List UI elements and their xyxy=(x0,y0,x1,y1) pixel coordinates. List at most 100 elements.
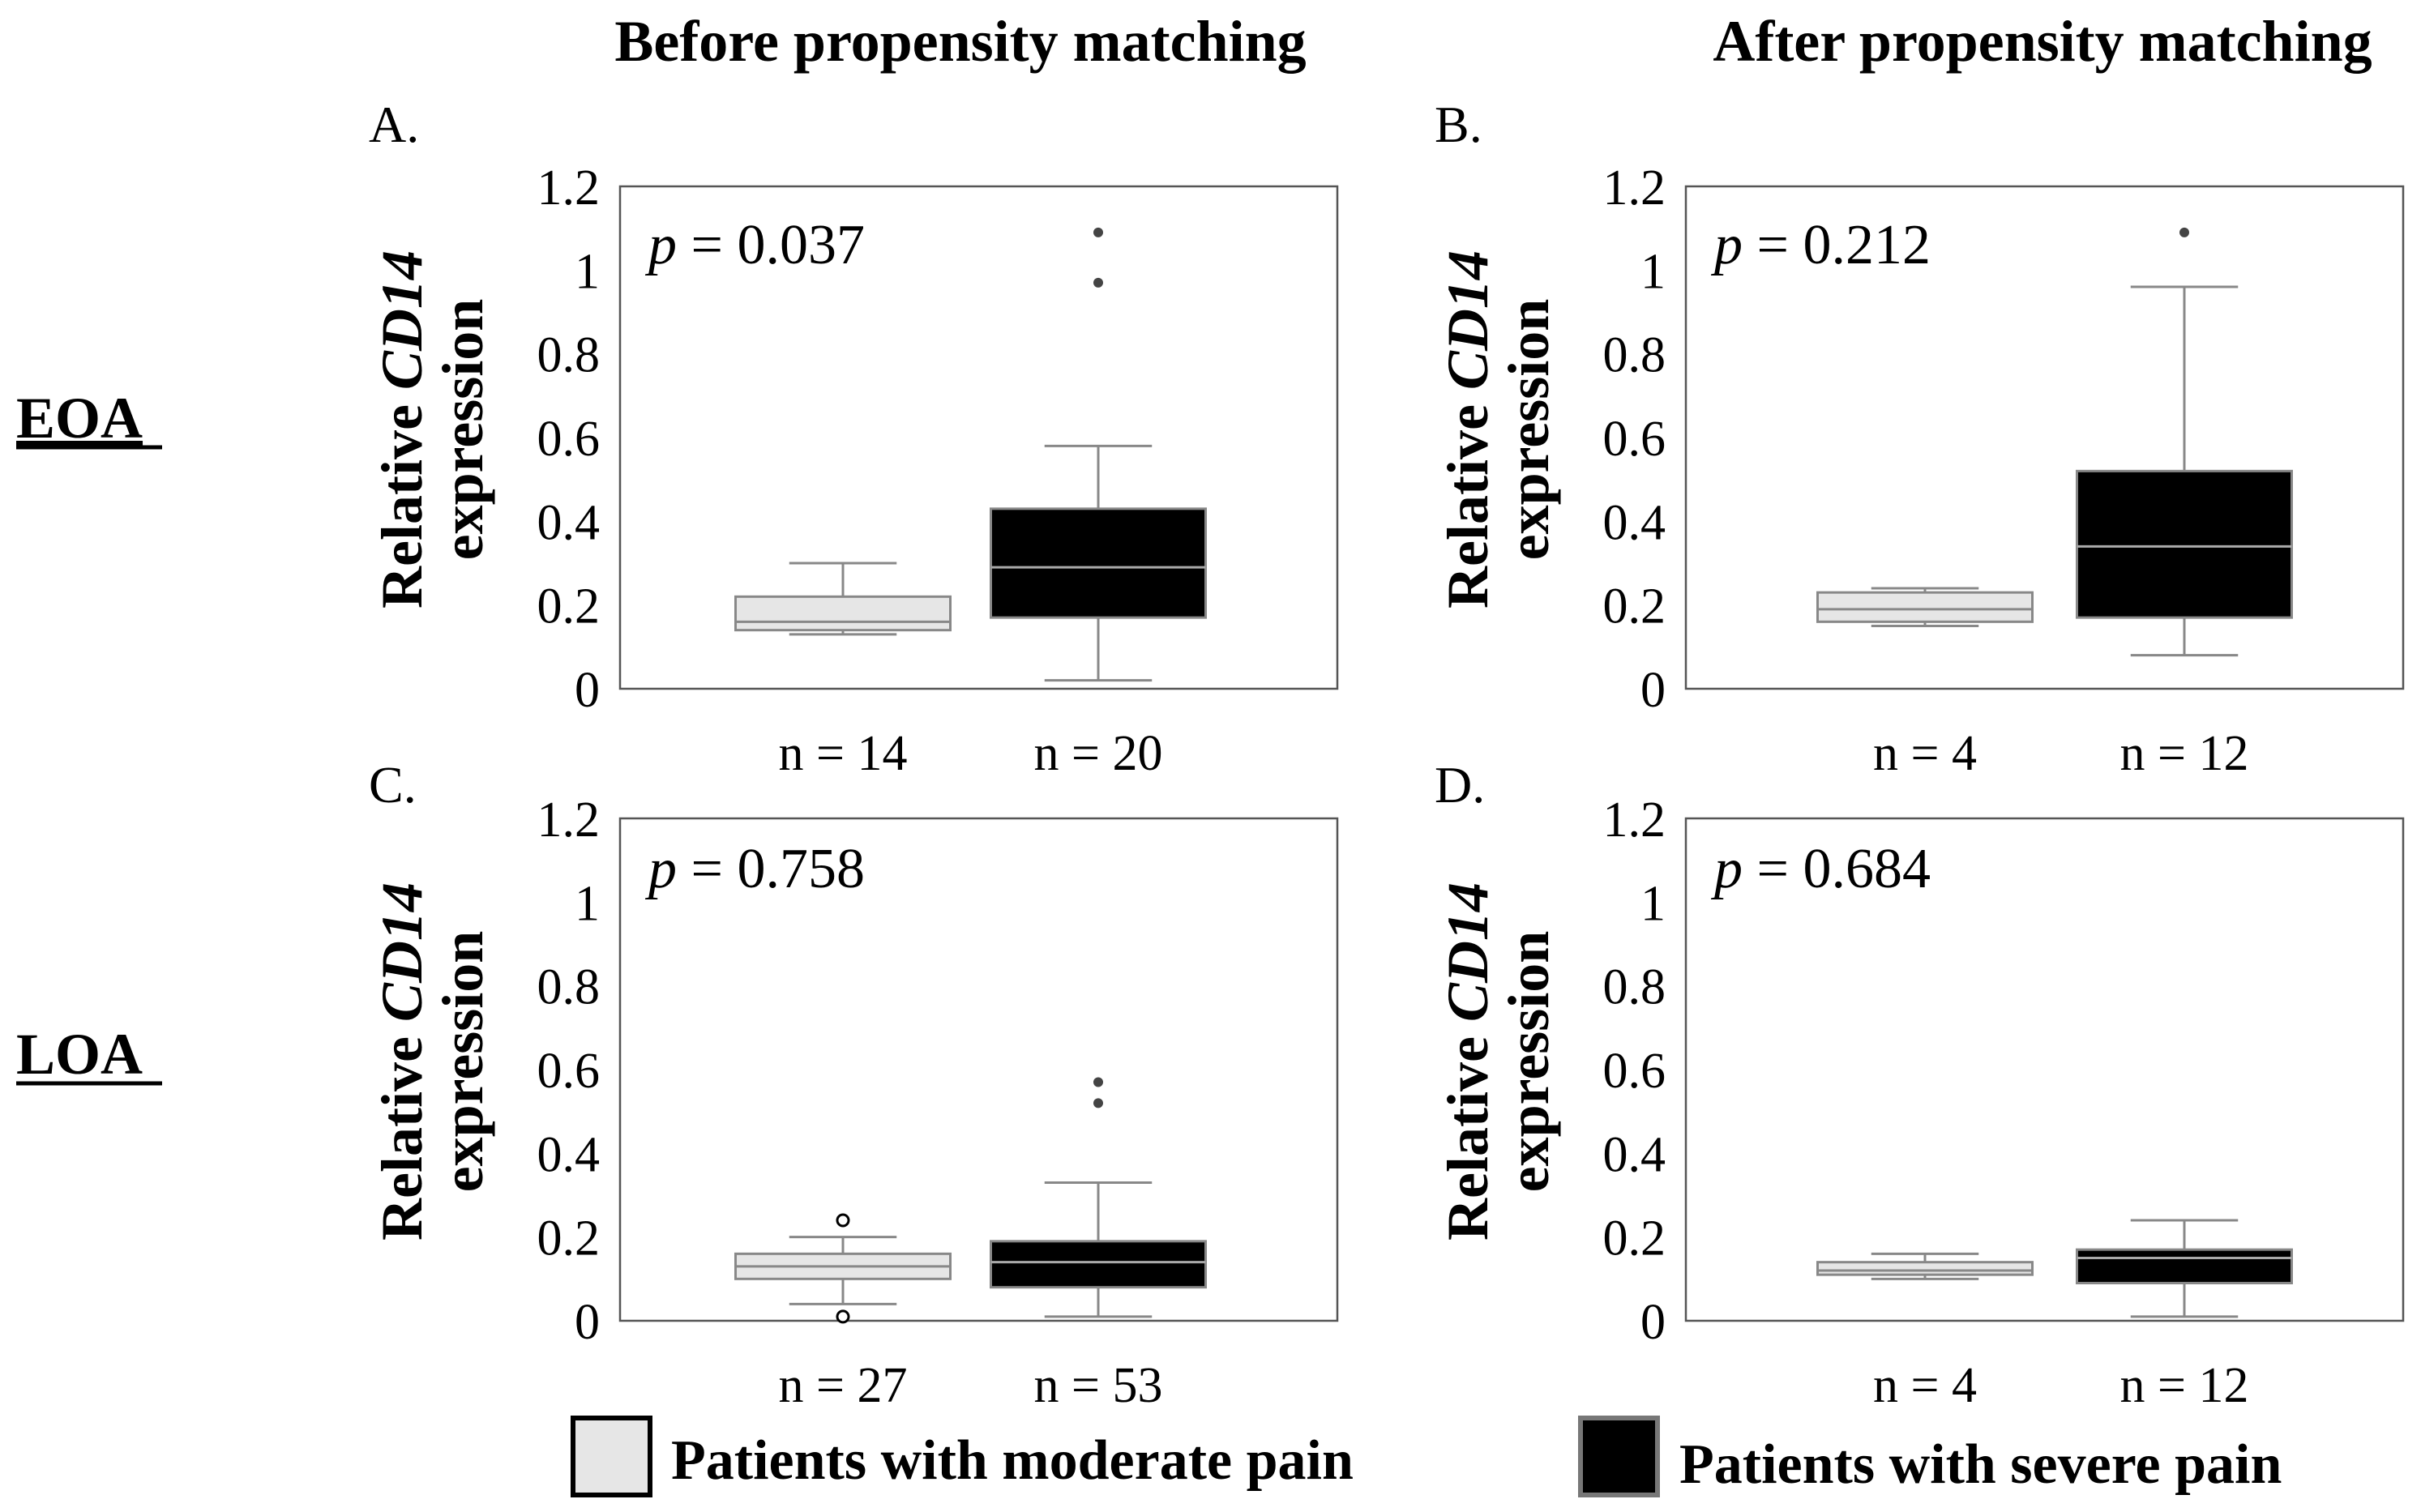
row-label-eoa: EOA xyxy=(16,386,143,451)
box-iqr xyxy=(990,1240,1207,1289)
n-label: n = 27 xyxy=(779,1358,908,1413)
panel-d: D. 0 0.2 0.4 0.6 0.8 1 1.2 Relative CD14expressi… xyxy=(1435,756,2405,1413)
y-axis-label-prefix: Relative xyxy=(1435,1022,1500,1241)
y-tick-label: 0.4 xyxy=(537,1127,601,1182)
legend-label-moderate: Patients with moderate pain xyxy=(671,1429,1354,1492)
panel-c: C. 0 0.2 0.4 0.6 0.8 1 1.2 Relative CD14expressi… xyxy=(369,756,1339,1413)
y-tick-label: 1.2 xyxy=(1603,160,1666,216)
row-label-loa: LOA xyxy=(16,1022,143,1087)
legend-swatch-severe xyxy=(1578,1416,1660,1497)
box-moderate: n = 27 xyxy=(734,1213,952,1413)
y-tick-label: 0 xyxy=(575,663,600,718)
y-tick-label: 1 xyxy=(1640,876,1666,931)
box-iqr xyxy=(1816,591,2034,623)
plot-frame xyxy=(1684,185,2405,690)
y-tick-label: 0.2 xyxy=(1603,1211,1666,1266)
y-axis-label-line2: expression xyxy=(1496,299,1561,561)
panel-label: A. xyxy=(369,96,419,153)
plot-frame xyxy=(1684,817,2405,1322)
column-header-before: Before propensity matching xyxy=(614,9,1306,74)
y-axis-label-gene: CD14 xyxy=(370,882,434,1022)
outlier-point-open xyxy=(836,1309,850,1324)
y-tick-label: 0.8 xyxy=(537,960,601,1015)
y-tick-label: 0.2 xyxy=(1603,579,1666,634)
outlier-point-open xyxy=(836,1213,850,1228)
n-label: n = 12 xyxy=(2120,726,2249,781)
y-tick-label: 0.8 xyxy=(1603,960,1666,1015)
n-label: n = 12 xyxy=(2120,1358,2249,1413)
outlier-point xyxy=(1093,1077,1103,1087)
y-tick-label: 1 xyxy=(575,876,600,931)
y-axis-label-gene: CD14 xyxy=(370,250,434,390)
y-tick-label: 0 xyxy=(1640,1295,1666,1350)
y-axis-label: Relative CD14 xyxy=(370,882,434,1241)
y-tick-label: 0.2 xyxy=(537,579,601,634)
y-axis-label-gene: CD14 xyxy=(1435,882,1500,1022)
y-tick-label: 0 xyxy=(1640,663,1666,718)
p-value-number: = 0.758 xyxy=(691,838,865,900)
legend: Patients with moderate pain Patients wit… xyxy=(571,1416,2282,1497)
plot-frame xyxy=(618,817,1339,1322)
y-tick-label: 1 xyxy=(575,244,600,299)
p-value-number: = 0.684 xyxy=(1757,838,1931,900)
panel-b: B. 0 0.2 0.4 0.6 0.8 1 1.2 Relative CD14expressi… xyxy=(1435,96,2405,781)
box-iqr xyxy=(1816,1261,2034,1276)
p-value-number: = 0.037 xyxy=(691,214,865,276)
y-axis-label: Relative CD14 xyxy=(370,250,434,609)
box-severe: n = 12 xyxy=(2076,1219,2293,1413)
y-axis-label-prefix: Relative xyxy=(370,390,434,609)
p-symbol: p xyxy=(644,214,691,276)
box-moderate: n = 4 xyxy=(1816,587,2034,781)
p-symbol: p xyxy=(1710,838,1757,900)
y-tick-label: 0.8 xyxy=(1603,328,1666,383)
y-tick-label: 0.4 xyxy=(1603,495,1666,550)
box-iqr xyxy=(990,507,1207,619)
y-tick-label: 0.6 xyxy=(1603,412,1666,467)
p-value-number: = 0.212 xyxy=(1757,214,1931,276)
panel-label: D. xyxy=(1435,756,1485,814)
y-tick-label: 0.6 xyxy=(537,412,601,467)
n-label: n = 4 xyxy=(1873,726,1977,781)
p-value: p = 0.758 xyxy=(644,838,865,900)
n-label: n = 4 xyxy=(1873,1358,1977,1413)
y-tick-label: 0.6 xyxy=(1603,1044,1666,1099)
outlier-point xyxy=(1093,227,1103,237)
box-moderate: n = 14 xyxy=(734,562,952,781)
y-axis-label-prefix: Relative xyxy=(1435,390,1500,609)
p-symbol: p xyxy=(1710,214,1757,276)
legend-label-severe: Patients with severe pain xyxy=(1679,1433,2282,1496)
y-axis-label: Relative CD14 xyxy=(1435,250,1500,609)
p-value: p = 0.037 xyxy=(644,214,865,276)
y-tick-label: 0.8 xyxy=(537,328,601,383)
y-tick-label: 1.2 xyxy=(537,792,601,848)
y-tick-label: 0.4 xyxy=(1603,1127,1666,1182)
y-axis-label: Relative CD14 xyxy=(1435,882,1500,1241)
box-moderate: n = 4 xyxy=(1816,1252,2034,1413)
y-tick-label: 0 xyxy=(575,1295,600,1350)
y-axis-label-prefix: Relative xyxy=(370,1022,434,1241)
y-tick-label: 1 xyxy=(1640,244,1666,299)
n-label: n = 53 xyxy=(1034,1358,1163,1413)
p-value: p = 0.684 xyxy=(1710,838,1931,900)
box-severe: n = 12 xyxy=(2076,227,2293,781)
y-axis-label-gene: CD14 xyxy=(1435,250,1500,390)
y-axis-label-line2: expression xyxy=(430,299,495,561)
panel-label: C. xyxy=(369,756,417,814)
box-iqr xyxy=(734,595,952,632)
box-severe: n = 53 xyxy=(990,1077,1207,1413)
panel-label: B. xyxy=(1435,96,1482,153)
box-iqr xyxy=(2076,469,2293,619)
y-axis-label-line2: expression xyxy=(430,931,495,1193)
y-tick-label: 1.2 xyxy=(537,160,601,216)
outlier-point xyxy=(1093,1098,1103,1108)
legend-swatch-moderate xyxy=(571,1416,652,1497)
p-value: p = 0.212 xyxy=(1710,214,1931,276)
n-label: n = 20 xyxy=(1034,726,1163,781)
y-tick-label: 0.2 xyxy=(537,1211,601,1266)
n-label: n = 14 xyxy=(779,726,908,781)
plot-frame xyxy=(618,185,1339,690)
box-severe: n = 20 xyxy=(990,227,1207,781)
y-tick-label: 0.4 xyxy=(537,495,601,550)
